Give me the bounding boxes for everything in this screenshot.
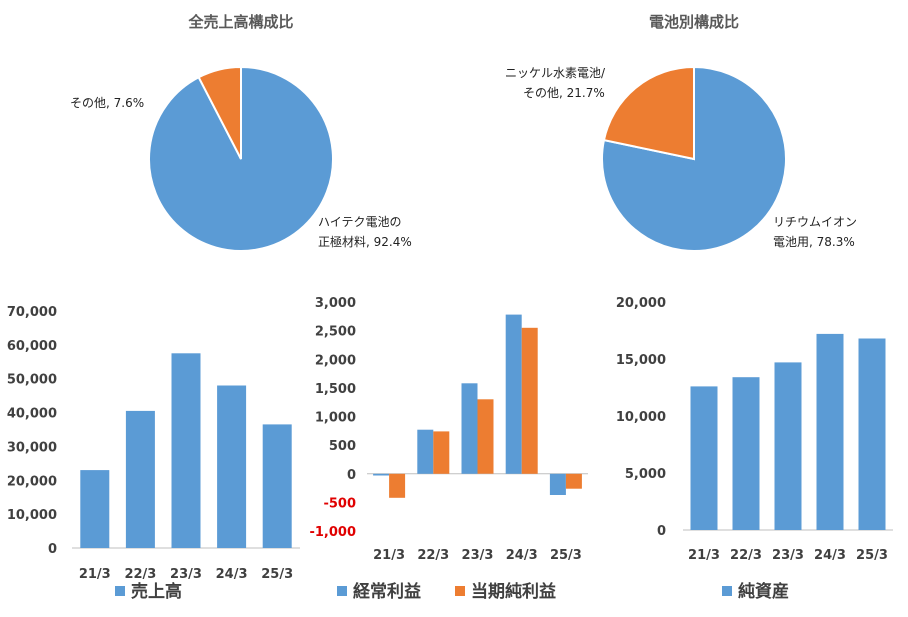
bar3-xtick: 23/3 bbox=[772, 548, 804, 563]
bar2-bar bbox=[417, 429, 434, 474]
bar3-xtick: 21/3 bbox=[688, 548, 720, 563]
bar1-xtick: 24/3 bbox=[216, 567, 248, 582]
bar1-ytick: 50,000 bbox=[7, 373, 57, 388]
bar2-xtick: 25/3 bbox=[550, 548, 582, 563]
bar3-xtick: 22/3 bbox=[730, 548, 762, 563]
bar2-bar bbox=[373, 473, 390, 476]
bar1-bar bbox=[125, 410, 155, 548]
bar1-legend-swatch bbox=[115, 586, 125, 596]
bar-chart-sales: 0 10,000 20,000 30,000 40,000 50,000 60,000 70,… bbox=[7, 305, 300, 602]
bar3-legend-swatch bbox=[722, 586, 732, 596]
bar2-ytick: 3,000 bbox=[315, 296, 356, 311]
bar3-legend-label: 純資産 bbox=[738, 581, 789, 602]
bar1-xtick: 22/3 bbox=[124, 567, 156, 582]
bar2-legend-swatch bbox=[455, 586, 465, 596]
pie1-title: 全売上高構成比 bbox=[187, 13, 293, 31]
bar1-bar bbox=[80, 470, 110, 548]
bar-chart-net-assets: 0 5,000 10,000 15,000 20,000 21/3 22/3 23/3 24/3… bbox=[616, 296, 893, 602]
bar1-xtick: 23/3 bbox=[170, 567, 202, 582]
bar2-bar bbox=[477, 399, 494, 474]
bar1-legend-label: 売上高 bbox=[131, 581, 182, 602]
pie1 bbox=[148, 65, 334, 252]
bar1-ytick: 70,000 bbox=[7, 305, 57, 320]
bar1-ytick: 0 bbox=[48, 542, 57, 557]
bar3-ytick: 20,000 bbox=[616, 296, 666, 311]
bar2-bar bbox=[389, 473, 406, 498]
bar2-legend-swatch bbox=[337, 586, 347, 596]
bar3-bar bbox=[732, 377, 760, 530]
bar2-bar bbox=[521, 327, 538, 474]
pie2-slice-1 bbox=[602, 65, 695, 161]
pie2-label-other-1: ニッケル水素電池/ bbox=[505, 66, 606, 80]
bar2-ytick: 500 bbox=[329, 439, 356, 454]
bar2-ytick: 2,000 bbox=[315, 353, 356, 368]
bar3-xtick: 24/3 bbox=[814, 548, 846, 563]
bar3-bar bbox=[858, 338, 886, 530]
bar2-legend-label: 経常利益 bbox=[353, 581, 421, 602]
bar1-bar bbox=[217, 385, 247, 548]
bar3-ytick: 10,000 bbox=[616, 410, 666, 425]
bar2-ytick: 1,500 bbox=[315, 382, 356, 397]
bar2-bar bbox=[461, 383, 478, 474]
bar1-xtick: 25/3 bbox=[261, 567, 293, 582]
bar2-bar bbox=[565, 473, 582, 489]
bar2-bar bbox=[505, 314, 522, 474]
bar2-bar bbox=[549, 473, 566, 495]
bar2-xtick: 23/3 bbox=[462, 548, 494, 563]
pie2 bbox=[601, 65, 787, 252]
bar2-ytick: 1,000 bbox=[315, 411, 356, 426]
pie1-label-main-2: 正極材料, 92.4% bbox=[318, 234, 412, 249]
bar3-ytick: 0 bbox=[657, 524, 666, 539]
pie1-label-other: その他, 7.6% bbox=[70, 96, 144, 110]
bar1-ytick: 10,000 bbox=[7, 508, 57, 523]
bar1-xtick: 21/3 bbox=[79, 567, 111, 582]
bar1-ytick: 20,000 bbox=[7, 474, 57, 489]
bar1-ytick: 30,000 bbox=[7, 440, 57, 455]
pie2-label-main-1: リチウムイオン bbox=[773, 215, 857, 229]
bar1-bar bbox=[262, 424, 292, 548]
pie1-slice-1 bbox=[197, 65, 242, 160]
bar-chart-profit: -1,000 -500 0 500 1,000 1,500 2,000 2,500 3,000 2… bbox=[309, 296, 588, 602]
bar2-bar bbox=[433, 431, 450, 474]
bar3-bar bbox=[816, 333, 844, 530]
bar1-ytick: 40,000 bbox=[7, 407, 57, 422]
bar2-xtick: 22/3 bbox=[417, 548, 449, 563]
bar2-xtick: 21/3 bbox=[373, 548, 405, 563]
pie2-label-other-2: その他, 21.7% bbox=[523, 86, 605, 100]
pie1-label-main-1: ハイテク電池の bbox=[318, 215, 402, 229]
bar3-xtick: 25/3 bbox=[856, 548, 888, 563]
bar1-ytick: 60,000 bbox=[7, 339, 57, 354]
bar2-xtick: 24/3 bbox=[506, 548, 538, 563]
bar1-bar bbox=[171, 353, 201, 548]
pie2-title: 電池別構成比 bbox=[649, 13, 739, 31]
bar3-ytick: 5,000 bbox=[625, 467, 666, 482]
bar2-ytick: -500 bbox=[323, 496, 356, 511]
bar2-ytick: -1,000 bbox=[309, 525, 356, 540]
bar3-bar bbox=[690, 386, 718, 530]
bar2-ytick: 0 bbox=[347, 468, 356, 483]
bar2-ytick: 2,500 bbox=[315, 325, 356, 340]
bar2-legend-label: 当期純利益 bbox=[471, 581, 556, 602]
pie2-label-main-2: 電池用, 78.3% bbox=[773, 235, 855, 249]
bar3-ytick: 15,000 bbox=[616, 353, 666, 368]
bar3-bar bbox=[774, 362, 802, 530]
